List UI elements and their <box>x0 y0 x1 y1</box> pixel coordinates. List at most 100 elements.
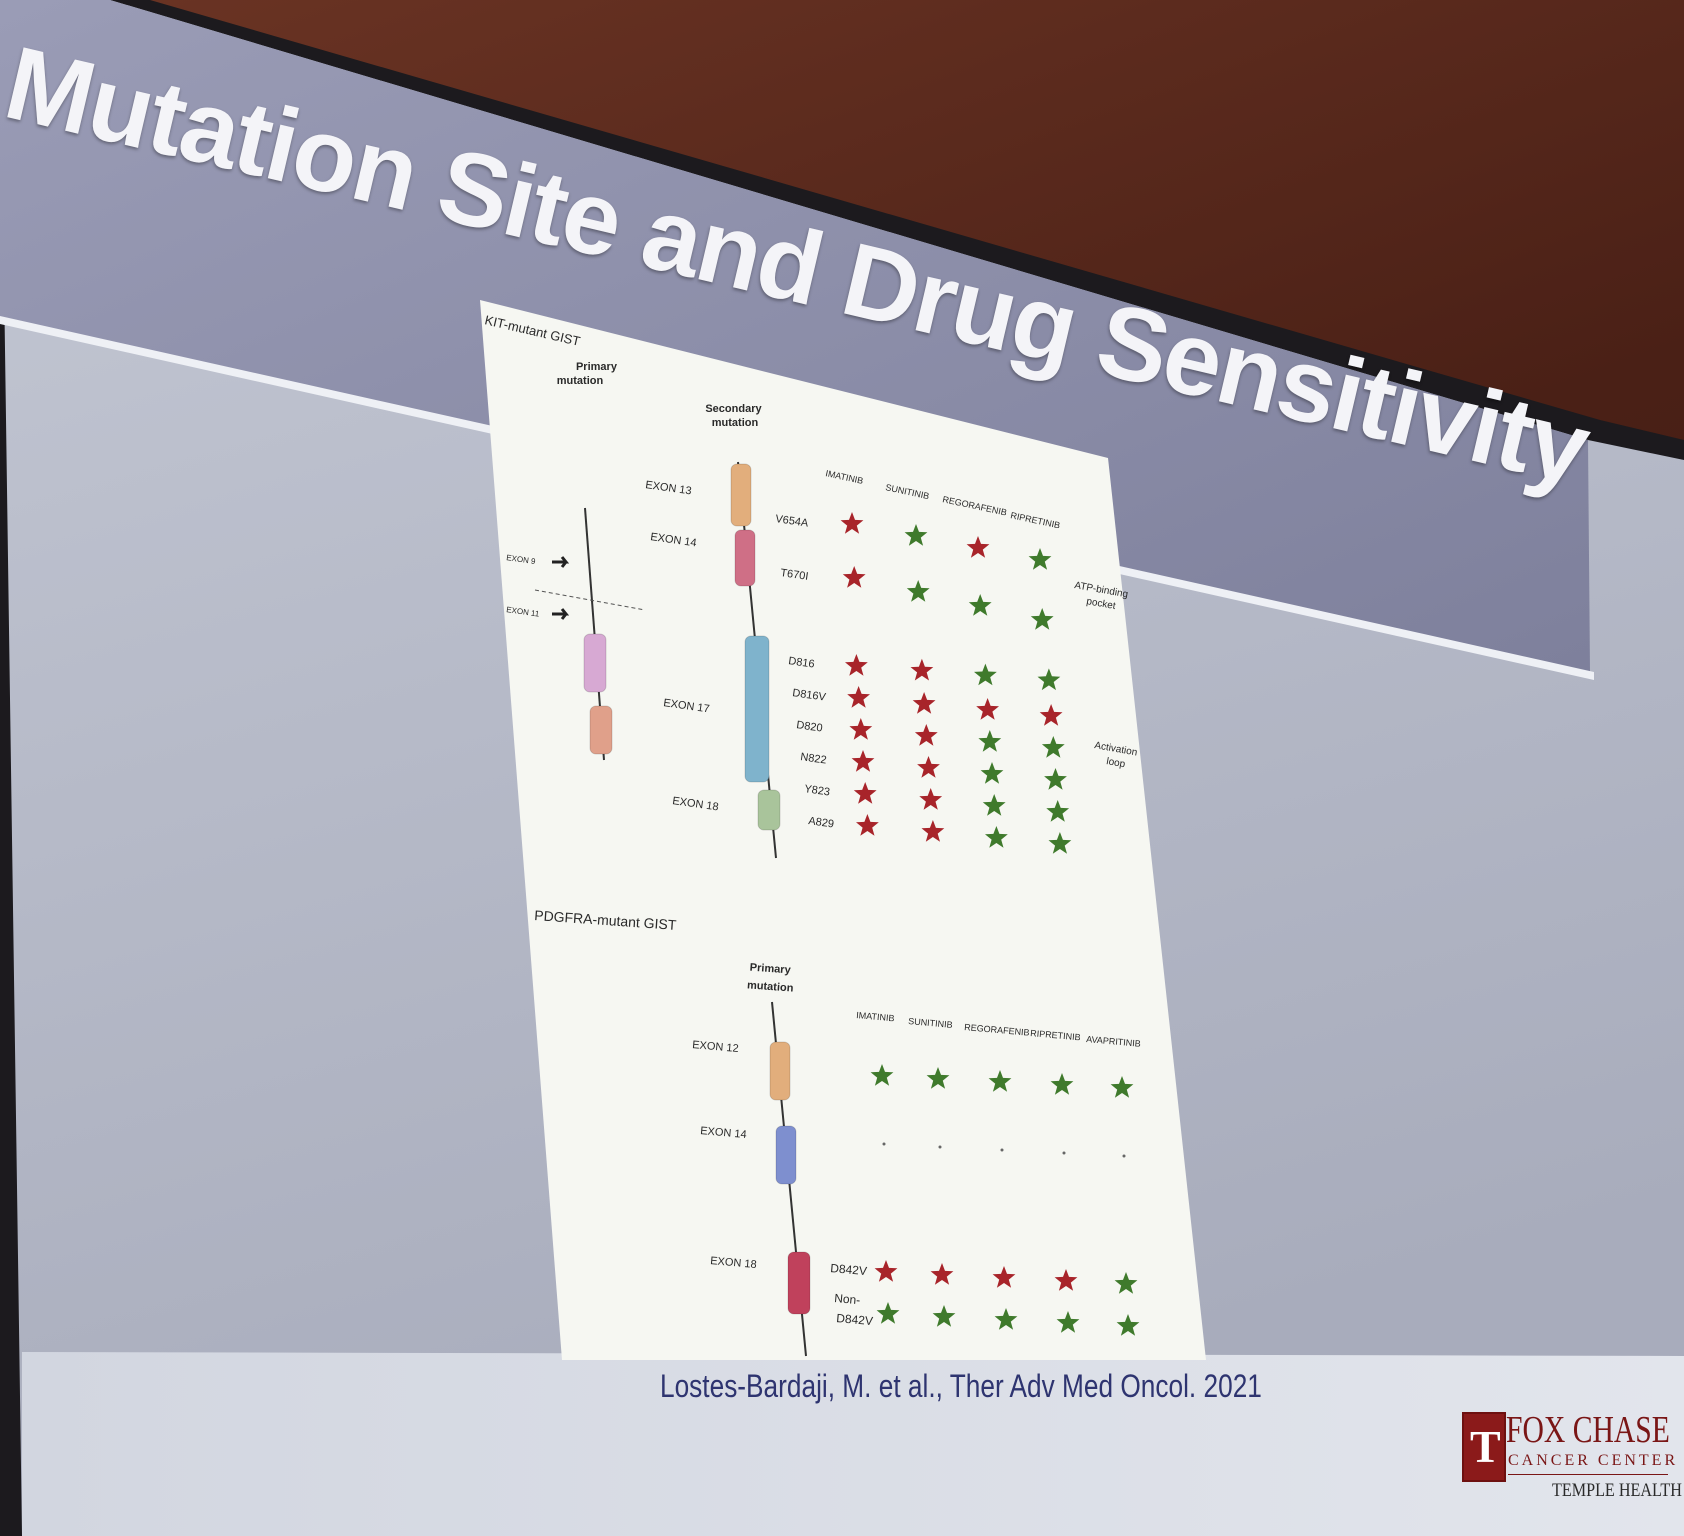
pdgfra-exon18-capsule <box>787 1251 811 1315</box>
star-sensitive-icon <box>1030 608 1054 630</box>
star-sensitive-icon <box>1110 1076 1134 1098</box>
kit-primary-capsule-upper <box>583 633 607 693</box>
star-sensitive-icon <box>994 1308 1018 1330</box>
star-resistant-icon <box>914 724 938 746</box>
star-resistant-icon <box>849 718 873 740</box>
kit-exon18-capsule <box>757 789 781 831</box>
figure-paper <box>480 300 1206 1360</box>
star-resistant-icon <box>976 698 999 720</box>
star-sensitive-icon <box>1046 800 1070 822</box>
logo-line3: TEMPLE HEALTH <box>1552 1480 1682 1501</box>
star-sensitive-icon <box>926 1067 950 1089</box>
star-sensitive-icon <box>1044 768 1067 790</box>
star-resistant-icon <box>919 788 943 810</box>
pdgfra-exon12-capsule <box>769 1041 791 1101</box>
kit-primary-capsule-lower <box>589 705 613 755</box>
kit-mutation-label: T670I <box>780 567 810 583</box>
star-sensitive-icon <box>870 1064 894 1086</box>
star-resistant-icon <box>1054 1269 1078 1291</box>
pdgfra-drug-header: AVAPRITINIB <box>1086 1034 1141 1049</box>
logo-mark <box>1462 1412 1506 1482</box>
star-resistant-icon <box>845 654 868 676</box>
logo-rule <box>1508 1474 1668 1475</box>
star-sensitive-icon <box>1048 832 1072 854</box>
star-resistant-icon <box>966 536 990 558</box>
kit-primary-exon-label: EXON 9 <box>506 553 537 566</box>
kit-region-atp-line2: pocket <box>1085 596 1116 612</box>
star-sensitive-icon <box>1028 548 1052 570</box>
pdgfra-row-label: D842V <box>830 1261 868 1278</box>
star-resistant-icon <box>912 692 936 714</box>
star-resistant-icon <box>842 566 866 588</box>
pdgfra-primary-label-line2: mutation <box>747 979 794 994</box>
empty-cell-dot <box>882 1142 886 1146</box>
star-sensitive-icon <box>968 594 992 616</box>
empty-cell-dot <box>1122 1154 1126 1158</box>
kit-secondary-label-line1: Secondary <box>705 403 762 415</box>
star-sensitive-icon <box>1116 1314 1140 1336</box>
kit-primary-label: Primary mutation <box>557 361 620 387</box>
pdgfra-drug-header: IMATINIB <box>856 1010 895 1023</box>
kit-primary-label-line1: Primary <box>576 361 618 373</box>
star-sensitive-icon <box>980 762 1004 784</box>
kit-mutation-label: A829 <box>808 815 835 830</box>
kit-primary-label-line2: mutation <box>557 375 604 387</box>
kit-region-activation-line2: loop <box>1105 756 1126 770</box>
star-resistant-icon <box>992 1266 1016 1288</box>
citation: Lostes-Bardaji, M. et al., Ther Adv Med … <box>660 1368 1262 1404</box>
empty-cell-dot <box>1062 1151 1066 1155</box>
arrow-right-icon <box>552 608 570 620</box>
star-sensitive-icon <box>978 730 1002 752</box>
star-sensitive-icon <box>1041 736 1065 758</box>
star-resistant-icon <box>856 814 879 836</box>
star-sensitive-icon <box>904 524 928 546</box>
star-resistant-icon <box>874 1260 898 1282</box>
pdgfra-drug-header: RIPRETINIB <box>1030 1028 1081 1042</box>
kit-mutation-label: D816V <box>792 687 828 704</box>
star-resistant-icon <box>853 782 877 804</box>
pdgfra-exon-label: EXON 18 <box>710 1255 757 1271</box>
star-sensitive-icon <box>985 826 1008 848</box>
empty-cell-dot <box>1000 1148 1004 1152</box>
fox-chase-logo: FOX CHASE CANCER CENTER TEMPLE HEALTH <box>1462 1408 1682 1512</box>
star-sensitive-icon <box>982 794 1006 816</box>
star-sensitive-icon <box>876 1302 900 1324</box>
pdgfra-row-label-line2: D842V <box>836 1311 874 1328</box>
star-resistant-icon <box>847 686 870 708</box>
kit-mutation-label: N822 <box>800 751 828 767</box>
star-resistant-icon <box>840 512 864 534</box>
pdgfra-row-label-line1: Non- <box>834 1291 861 1307</box>
kit-mutation-label: V654A <box>775 513 810 530</box>
kit-mutation-label: D820 <box>796 719 824 735</box>
star-sensitive-icon <box>988 1070 1012 1092</box>
kit-secondary-label-line2: mutation <box>712 417 759 429</box>
logo-line1: FOX CHASE <box>1506 1409 1670 1451</box>
pdgfra-drug-header: SUNITINIB <box>908 1016 953 1030</box>
kit-primary-divider <box>534 589 646 611</box>
kit-mutation-label: D816 <box>788 655 816 671</box>
star-resistant-icon <box>930 1263 954 1285</box>
star-sensitive-icon <box>906 580 930 602</box>
logo-line2: CANCER CENTER <box>1508 1452 1679 1469</box>
star-resistant-icon <box>917 756 940 778</box>
star-resistant-icon <box>1039 704 1063 726</box>
star-sensitive-icon <box>1114 1272 1138 1294</box>
pdgfra-exon14-capsule <box>775 1125 797 1185</box>
empty-cell-dot <box>938 1145 942 1149</box>
kit-mutation-label: Y823 <box>804 783 831 798</box>
pdgfra-exon-label: EXON 12 <box>692 1039 739 1055</box>
star-resistant-icon <box>910 658 934 681</box>
arrow-right-icon <box>552 556 570 568</box>
star-sensitive-icon <box>932 1305 956 1327</box>
pdgfra-primary-label-line1: Primary <box>749 962 792 977</box>
star-sensitive-icon <box>974 663 997 686</box>
star-resistant-icon <box>921 820 945 842</box>
star-resistant-icon <box>851 750 875 772</box>
kit-exon14-capsule <box>734 529 756 587</box>
kit-exon17-capsule <box>744 635 770 783</box>
star-sensitive-icon <box>1056 1311 1080 1333</box>
star-sensitive-icon <box>1050 1073 1074 1095</box>
star-sensitive-icon <box>1037 668 1061 691</box>
kit-secondary-label: Secondary mutation <box>705 403 764 429</box>
